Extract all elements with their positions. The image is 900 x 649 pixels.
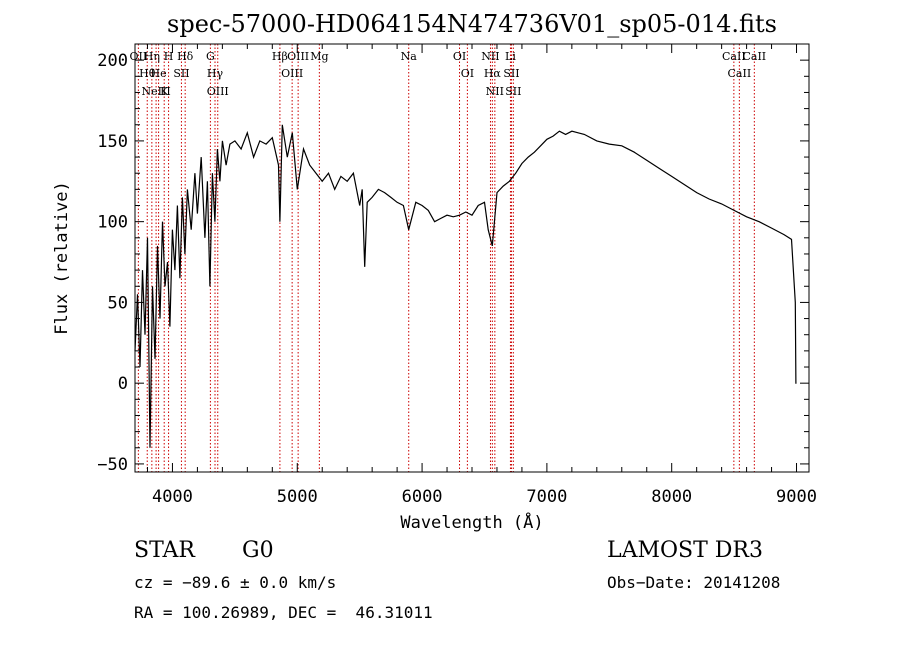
redshift-text: cz = −89.6 ± 0.0 km/s	[134, 573, 337, 592]
spectral-line-label: NII	[481, 50, 499, 63]
spectral-line-label: SII	[173, 67, 189, 80]
x-tick-label: 5000	[277, 487, 318, 507]
spectral-line-label: Hγ	[207, 67, 224, 80]
spectral-line-label: NII	[486, 85, 504, 98]
spectral-line-label: Hβ	[272, 50, 288, 63]
spectral-line-label: Hη	[144, 50, 160, 63]
spectral-line-label: Hδ	[177, 50, 194, 63]
y-tick-label: −50	[97, 455, 128, 475]
spectral-line-label: NeIII	[142, 85, 171, 98]
spectral-line-label: Hα	[484, 67, 502, 80]
spectral-line-label: CaII	[722, 50, 746, 63]
coordinates-text: RA = 100.26989, DEC = 46.31011	[134, 603, 433, 622]
spectral-line-label: OI	[461, 67, 474, 80]
spectral-line-label: Na	[401, 50, 418, 63]
spectral-line-label: H	[164, 50, 174, 63]
y-tick-label: 200	[97, 51, 128, 71]
spectral-line-label: OIII	[287, 50, 309, 63]
y-tick-label: 50	[108, 293, 128, 313]
x-tick-label: 7000	[526, 487, 567, 507]
spectral-line-label: OIII	[207, 85, 229, 98]
x-axis-ticks: 4000 5000 6000 7000 8000 9000	[146, 44, 817, 507]
y-axis-ticks: −50 0 50 100 150 200	[97, 51, 809, 475]
chart-title: spec-57000-HD064154N474736V01_sp05-014.f…	[167, 10, 777, 38]
y-tick-label: 100	[97, 213, 128, 233]
spectral-line-label: CaII	[742, 50, 766, 63]
x-tick-label: 8000	[651, 487, 692, 507]
spectral-line-label: Li	[505, 50, 516, 63]
spectral-line-label: SII	[503, 67, 519, 80]
survey-label: LAMOST DR3	[607, 538, 763, 563]
object-subclass: G0	[242, 538, 274, 563]
spectral-line-label: OI	[453, 50, 466, 63]
x-tick-label: 6000	[402, 487, 443, 507]
x-tick-label: 9000	[776, 487, 817, 507]
spectral-line-label: K	[160, 85, 169, 98]
y-tick-label: 150	[97, 132, 128, 152]
x-axis-label: Wavelength (Å)	[400, 511, 543, 533]
obs-date-text: Obs−Date: 20141208	[607, 573, 781, 592]
spectral-line-label: G	[206, 50, 215, 63]
plot-frame	[134, 43, 810, 473]
spectral-line-label: CaII	[728, 67, 752, 80]
spectral-line-label: SII	[505, 85, 521, 98]
spectral-line-markers	[137, 44, 755, 472]
object-class: STAR	[134, 538, 195, 563]
spectral-line-label: OIII	[281, 67, 303, 80]
spectrum-line	[134, 124, 797, 448]
y-tick-label: 0	[118, 374, 128, 394]
x-tick-label: 4000	[152, 487, 193, 507]
spectral-line-label: Hθ	[139, 67, 156, 80]
y-axis-label: Flux (relative)	[52, 181, 72, 335]
spectral-line-label: Mg	[310, 50, 328, 63]
spectral-line-label: He	[151, 67, 167, 80]
